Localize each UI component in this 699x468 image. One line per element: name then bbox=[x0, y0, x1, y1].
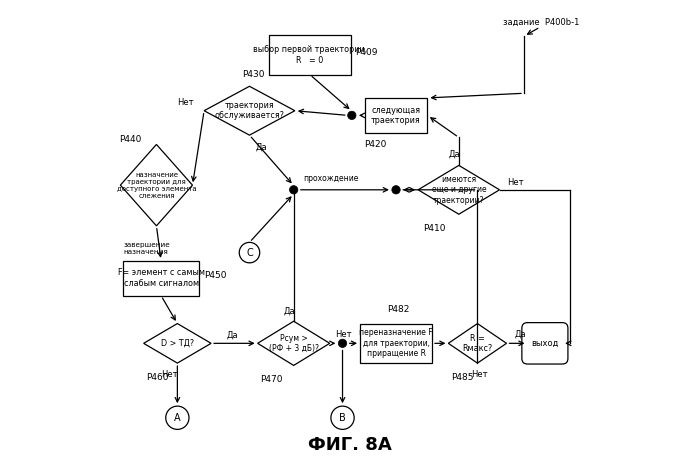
Text: ФИГ. 8А: ФИГ. 8А bbox=[308, 436, 391, 453]
Text: C: C bbox=[246, 248, 253, 257]
Circle shape bbox=[347, 111, 356, 119]
Text: Да: Да bbox=[255, 142, 267, 151]
Circle shape bbox=[289, 186, 298, 194]
Text: переназначение F
для траектории,
приращение R: переназначение F для траектории, прираще… bbox=[359, 329, 433, 358]
Text: F= элемент с самым
слабым сигналом: F= элемент с самым слабым сигналом bbox=[117, 269, 205, 288]
Text: B: B bbox=[339, 413, 346, 423]
Text: Нет: Нет bbox=[161, 370, 178, 379]
Text: R =
Rмакс?: R = Rмакс? bbox=[462, 334, 493, 353]
Text: P450: P450 bbox=[204, 271, 226, 280]
Bar bbox=[269, 35, 351, 75]
Text: задание  P400b-1: задание P400b-1 bbox=[503, 18, 579, 27]
Text: P460: P460 bbox=[146, 373, 168, 381]
Text: выбор первой траектории,
R   = 0: выбор первой траектории, R = 0 bbox=[253, 45, 367, 65]
Text: траектория
обслуживается?: траектория обслуживается? bbox=[215, 101, 284, 120]
Circle shape bbox=[338, 339, 347, 348]
Text: P470: P470 bbox=[260, 375, 282, 384]
Circle shape bbox=[392, 186, 401, 194]
Text: Нет: Нет bbox=[178, 98, 194, 107]
Text: P482: P482 bbox=[387, 305, 409, 314]
Text: P409: P409 bbox=[355, 48, 378, 57]
Text: Да: Да bbox=[514, 329, 526, 338]
Bar bbox=[123, 261, 199, 296]
Text: завершение
назначения: завершение назначения bbox=[124, 242, 171, 256]
Text: P410: P410 bbox=[423, 224, 445, 233]
Text: выход: выход bbox=[531, 339, 559, 348]
Text: прохождение: прохождение bbox=[303, 174, 359, 183]
Text: Да: Да bbox=[448, 149, 460, 158]
Text: назначение
траектории для
доступного элемента
слежения: назначение траектории для доступного эле… bbox=[117, 172, 196, 198]
Text: P440: P440 bbox=[120, 135, 142, 144]
Text: D > TД?: D > TД? bbox=[161, 339, 194, 348]
Text: Pсум >
(PФ + 3 дБ)?: Pсум > (PФ + 3 дБ)? bbox=[268, 334, 319, 353]
Text: Да: Да bbox=[283, 307, 295, 315]
Text: P485: P485 bbox=[451, 373, 473, 381]
Bar bbox=[365, 98, 427, 133]
Text: Да: Да bbox=[226, 330, 238, 339]
Text: Нет: Нет bbox=[507, 178, 524, 187]
Text: имеются
еще и другие
траектории?: имеются еще и другие траектории? bbox=[431, 175, 486, 205]
Text: P420: P420 bbox=[365, 140, 387, 149]
Text: Нет: Нет bbox=[336, 329, 352, 338]
Text: Нет: Нет bbox=[471, 370, 488, 379]
Text: A: A bbox=[174, 413, 180, 423]
Text: P430: P430 bbox=[243, 70, 265, 79]
Bar bbox=[360, 323, 432, 363]
Text: следующая
траектория: следующая траектория bbox=[371, 106, 421, 125]
